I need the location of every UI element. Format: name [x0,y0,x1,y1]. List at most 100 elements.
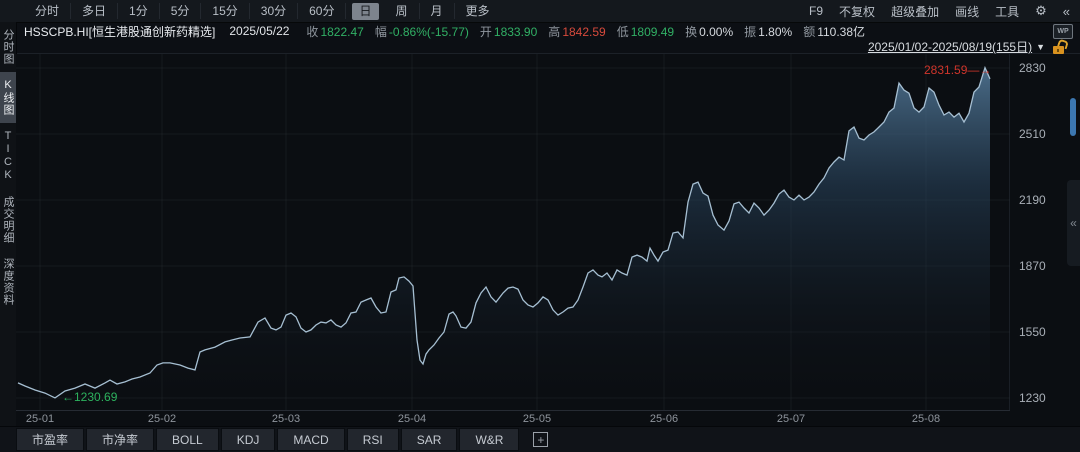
scrollbar-thumb[interactable] [1070,98,1076,136]
quote-field-value-open: 1833.90 [493,24,538,39]
quote-field-open: 开 1833.90 [480,23,537,40]
indicator-tab-sar[interactable]: SAR [400,428,458,451]
indicator-tab-kdj[interactable]: KDJ [220,428,276,451]
quote-field-low: 低 1809.49 [617,23,674,40]
period-tab-1min[interactable]: 1分 [118,3,160,19]
sidebar-item-tick[interactable]: TICK [2,130,14,182]
quote-field-label-amount: 额 [803,24,816,39]
period-tab-minute[interactable]: 分时 [24,3,72,19]
y-tick-label: 1550 [1019,325,1046,339]
high-arrow-icon: —→ [967,63,992,77]
indicator-tab-boll[interactable]: BOLL [156,428,219,451]
low-price-value: 1230.69 [74,390,118,404]
x-tick-label: 25-02 [147,413,177,425]
quote-fields: 收 1822.47 幅 -0.86%(-15.77) 开 1833.90 高 1842.59 低… [295,23,865,40]
indicator-tab-wr[interactable]: W&R [459,428,520,451]
chevron-down-icon[interactable]: ▼ [1036,41,1045,52]
quote-field-label-close: 收 [306,24,319,39]
action-super-overlay[interactable]: 超级叠加 [891,4,940,19]
quote-field-label-amplitude: 振 [744,24,757,39]
x-tick-label: 25-05 [522,413,552,425]
quote-field-amplitude: 振 1.80% [744,23,792,40]
kline-chart[interactable]: 2830 2510 2190 1870 1550 1230 25-01 25-02 25-03… [16,54,1080,427]
indicator-bar: 市盈率 市净率 BOLL KDJ MACD RSI SAR W&R + [0,426,1080,452]
period-tab-week[interactable]: 周 [385,3,420,19]
period-tab-month[interactable]: 月 [420,3,455,19]
quote-field-value-amount: 110.38亿 [817,24,866,39]
lock-keyhole [1057,48,1059,52]
quote-field-high: 高 1842.59 [548,23,605,40]
quote-field-label-change: 幅 [374,24,387,39]
y-tick-label: 1230 [1019,391,1046,405]
quote-field-value-high: 1842.59 [562,24,606,39]
high-price-value: 2831.59 [924,63,968,77]
quote-field-label-turnover: 换 [685,24,698,39]
wp-monitor-icon[interactable]: WP [1053,24,1073,39]
header-divider [16,53,1080,54]
x-axis-labels: 25-01 25-02 25-03 25-04 25-05 25-06 25-07 25-08 [16,410,1010,428]
x-tick-label: 25-07 [776,413,806,425]
quote-field-value-low: 1809.49 [630,24,675,39]
period-tab-multiday[interactable]: 多日 [71,3,119,19]
add-indicator-icon[interactable]: + [533,432,549,447]
action-tools[interactable]: 工具 [995,4,1020,19]
x-tick-label: 25-08 [911,413,941,425]
period-tab-30min[interactable]: 30分 [250,3,299,19]
period-tab-5min[interactable]: 5分 [160,3,202,19]
y-axis-labels: 2830 2510 2190 1870 1550 1230 [1015,54,1075,410]
low-price-label: ←1230.69 [62,390,117,404]
gear-icon[interactable]: ⚙ [1035,3,1047,18]
quote-field-label-low: 低 [616,24,629,39]
quote-field-change: 幅 -0.86%(-15.77) [375,23,469,40]
sidebar-item-kline[interactable]: K线图 [0,72,16,123]
indicator-tab-pe[interactable]: 市盈率 [16,428,85,451]
low-arrow-icon: ← [62,390,74,404]
action-no-adjust[interactable]: 不复权 [839,4,876,19]
y-tick-label: 2190 [1019,193,1046,207]
quote-field-value-amplitude: 1.80% [758,24,793,39]
action-f9[interactable]: F9 [809,4,824,18]
date-range-bar: 2025/01/02-2025/08/19(155日) ▼ [867,38,1069,54]
toolbar-actions: F9 不复权 超级叠加 画线 工具 ⚙ « [809,3,1080,20]
price-area-fill [18,67,990,409]
quote-field-value-turnover: 0.00% [699,24,734,39]
indicator-tab-macd[interactable]: MACD [277,428,345,451]
indicator-tab-pb[interactable]: 市净率 [86,428,155,451]
collapse-toolbar-icon[interactable]: « [1062,3,1070,19]
quote-field-label-open: 开 [479,24,492,39]
quote-field-label-high: 高 [548,24,561,39]
y-tick-label: 1870 [1019,259,1046,273]
action-draw-line[interactable]: 画线 [955,4,980,19]
price-line [17,65,991,399]
period-tab-day[interactable]: 日 [352,2,379,20]
quote-info-bar: HSSCPB.HI[恒生港股通创新药精选] 2025/05/22 收 1822.4… [16,22,1080,40]
sidebar-item-fenshi[interactable]: 分时图 [2,29,14,65]
price-area-plot[interactable] [16,54,1010,410]
quote-field-value-change: -0.86%(-15.77) [388,24,469,39]
period-tab-60min[interactable]: 60分 [298,3,347,19]
period-tabs: 分时 多日 1分 5分 15分 30分 60分日周月更多 [0,0,501,22]
x-tick-label: 25-03 [271,413,301,425]
unlock-icon[interactable] [1053,38,1069,54]
x-tick-label: 25-01 [25,413,55,425]
symbol-title: HSSCPB.HI[恒生港股通创新药精选] [24,24,216,39]
quote-field-value-close: 1822.47 [320,24,364,39]
indicator-tab-rsi[interactable]: RSI [346,428,399,451]
quote-field-amount: 额 110.38亿 [803,23,865,40]
sidebar-item-depth-info[interactable]: 深度资料 [2,258,14,306]
view-sidebar: 分时图 K线图 TICK 成交明细深度资料 [0,22,17,427]
y-tick-label: 2830 [1019,61,1046,75]
x-tick-label: 25-06 [649,413,679,425]
sidebar-item-trade-detail[interactable]: 成交明细 [2,196,14,244]
quote-date: 2025/05/22 [229,24,290,38]
collapse-panel-handle[interactable]: « [1067,180,1080,266]
quote-field-close: 收 1822.47 [306,23,363,40]
period-tab-15min[interactable]: 15分 [201,3,250,19]
high-price-label: 2831.59—→ [924,63,991,77]
date-range-selector[interactable]: 2025/01/02-2025/08/19(155日) [867,40,1033,54]
quote-field-turnover: 换 0.00% [685,23,733,40]
period-tab-more[interactable]: 更多 [465,4,490,18]
y-tick-label: 2510 [1019,127,1046,141]
x-tick-label: 25-04 [397,413,427,425]
